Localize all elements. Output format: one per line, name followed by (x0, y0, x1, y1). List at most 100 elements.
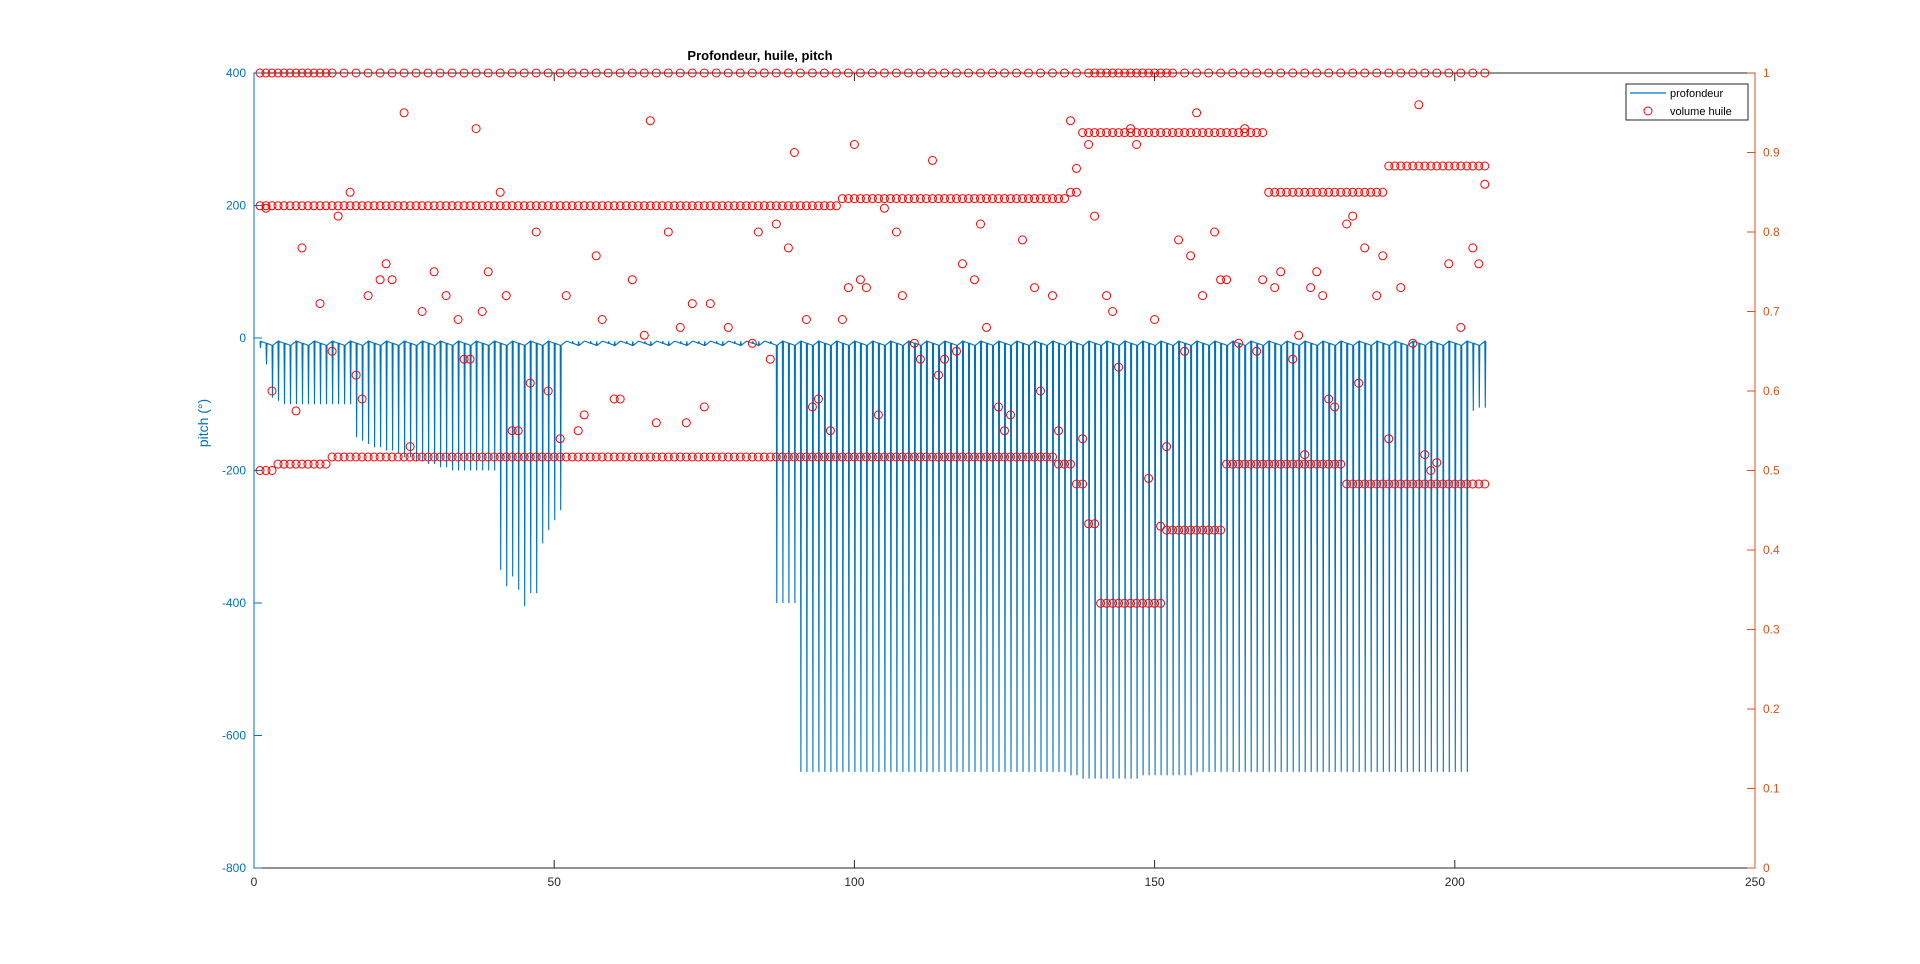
oil-point-lower (735, 452, 745, 462)
oil-point-scatter (1030, 283, 1039, 293)
oil-point-lower (675, 452, 685, 462)
oil-point-scatter (699, 402, 709, 412)
oil-point-top (309, 68, 319, 78)
oil-point-upper (675, 201, 685, 211)
oil-point-lower (363, 452, 373, 462)
oil-point-scatter (315, 299, 325, 309)
oil-point-scatter (483, 267, 493, 277)
oil-point-scatter (1456, 322, 1466, 332)
oil-point-scatter (345, 187, 355, 197)
oil-point-lower (417, 452, 427, 462)
oil-point-upper (285, 201, 295, 211)
oil-point-scatter (543, 386, 553, 396)
oil-point-lower (381, 452, 391, 462)
oil-point-upper (747, 201, 757, 211)
oil-point-scatter (976, 219, 985, 229)
oil-point-lower (1216, 525, 1226, 535)
oil-point-scatter (813, 394, 823, 404)
oil-point-scatter (429, 267, 439, 277)
x-tick-label: 200 (1445, 875, 1465, 889)
oil-point-scatter (675, 322, 685, 332)
oil-point-lower (1360, 479, 1370, 489)
oil-point-lower (903, 452, 913, 462)
oil-point-lower (681, 452, 691, 462)
oil-point-upper (435, 201, 445, 211)
oil-point-lower (795, 452, 805, 462)
oil-point-upper (1414, 161, 1424, 171)
oil-point-lower (471, 452, 481, 462)
oil-point-lower (1072, 479, 1081, 489)
oil-point-lower (357, 452, 367, 462)
oil-point-lower (891, 452, 901, 462)
oil-point-lower (1300, 459, 1310, 469)
oil-point-top (1372, 68, 1382, 78)
oil-point-scatter (1480, 179, 1490, 189)
oil-point-upper (1000, 194, 1009, 204)
y-right-tick-label: 0.1 (1763, 782, 1780, 796)
oil-point-lower (321, 459, 331, 469)
oil-point-upper (561, 201, 571, 211)
oil-point-scatter (513, 426, 523, 436)
oil-point-upper (1066, 187, 1075, 197)
oil-point-top (507, 68, 517, 78)
oil-point-lower (1480, 479, 1490, 489)
oil-point-upper (375, 201, 385, 211)
oil-point-upper (597, 201, 607, 211)
oil-point-scatter (1162, 442, 1172, 452)
oil-point-scatter (1150, 315, 1160, 324)
oil-point-lower (1342, 479, 1352, 489)
oil-point-upper (1084, 128, 1094, 138)
oil-point-lower (747, 452, 757, 462)
oil-point-upper (928, 194, 937, 204)
oil-point-lower (958, 452, 967, 462)
oil-point-lower (567, 452, 577, 462)
oil-point-lower (861, 452, 871, 462)
oil-point-lower (309, 459, 319, 469)
oil-point-scatter (1378, 251, 1388, 261)
oil-point-lower (519, 452, 529, 462)
oil-point-top (531, 68, 541, 78)
oil-point-upper (471, 201, 481, 211)
oil-point-scatter (879, 203, 889, 213)
chart-title: Profondeur, huile, pitch (687, 48, 832, 63)
oil-point-top (639, 68, 649, 78)
oil-point-upper (387, 201, 397, 211)
oil-point-scatter (465, 354, 475, 364)
oil-point-lower (1168, 525, 1178, 535)
oil-point-lower (1366, 479, 1376, 489)
oil-point-scatter (639, 330, 649, 340)
oil-point-lower (1204, 525, 1214, 535)
oil-point-upper (381, 201, 391, 211)
oil-point-top (285, 68, 295, 78)
oil-point-scatter (1276, 267, 1286, 277)
oil-point-scatter (1192, 108, 1202, 118)
oil-point-lower (387, 452, 397, 462)
oil-point-lower (1084, 519, 1094, 529)
oil-point-top (315, 68, 325, 78)
oil-point-top (1228, 68, 1238, 78)
oil-point-upper (1006, 194, 1015, 204)
oil-point-top (1420, 68, 1430, 78)
oil-point-upper (855, 194, 865, 204)
y-right-tick-label: 0.7 (1763, 305, 1780, 319)
oil-point-upper (327, 201, 337, 211)
oil-point-upper (1420, 161, 1430, 171)
oil-point-lower (988, 452, 997, 462)
oil-point-lower (639, 452, 649, 462)
oil-point-top (964, 68, 973, 78)
oil-point-scatter (1126, 124, 1136, 134)
oil-point-upper (363, 201, 373, 211)
oil-point-lower (411, 452, 421, 462)
oil-point-upper (639, 201, 649, 211)
oil-point-upper (1024, 194, 1033, 204)
oil-point-scatter (1078, 434, 1088, 444)
oil-point-lower (807, 452, 817, 462)
oil-point-top (855, 68, 865, 78)
oil-point-scatter (783, 243, 793, 253)
oil-point-lower (339, 452, 349, 462)
oil-point-top (831, 68, 841, 78)
x-tick-label: 250 (1745, 875, 1765, 889)
oil-point-top (747, 68, 757, 78)
oil-point-upper (1228, 128, 1238, 138)
